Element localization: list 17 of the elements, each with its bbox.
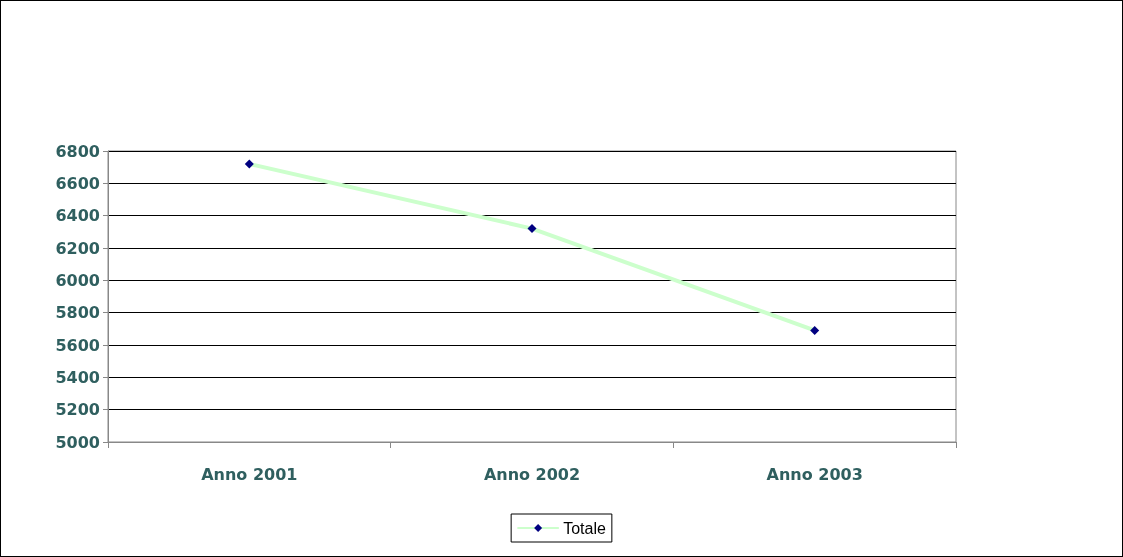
y-tick-label: 5200 [55,400,100,420]
y-tick-label: 6600 [55,173,100,193]
y-tick-label: 6400 [55,206,100,226]
y-tick-label: 5000 [55,432,100,452]
x-tick-label: Anno 2002 [483,464,581,484]
y-tick-label: 5400 [55,367,100,387]
y-tick-label: 6000 [55,270,100,290]
y-tick-label: 6200 [55,238,100,258]
y-tick-label: 5600 [55,335,100,355]
point [244,159,254,169]
y-tick-label: 5800 [55,303,100,323]
y-tick-label: 6800 [55,141,100,161]
x-tick-label: Anno 2001 [201,464,298,484]
legend-label: Totale [563,519,606,537]
x-tick-label: Anno 2003 [766,464,863,484]
point [527,224,537,234]
point [810,325,820,335]
